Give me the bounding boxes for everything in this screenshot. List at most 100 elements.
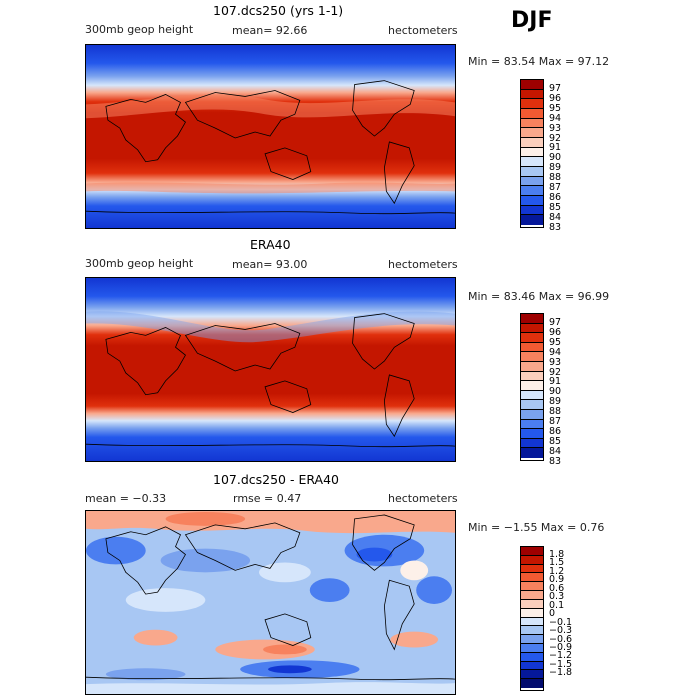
panel3-min-max: Min = −1.55 Max = 0.76 [468,521,605,534]
panel2-min-max: Min = 83.46 Max = 96.99 [468,290,610,303]
colorbar-tick-label: 91 [549,376,562,388]
colorbar-tick-label: 86 [549,191,562,203]
panel3-colorbar [520,546,544,691]
colorbar-swatch [521,390,543,401]
colorbar-tick-label: 97 [549,83,562,94]
colorbar-tick-label: 96 [549,92,562,104]
colorbar-tick-label: −0.3 [549,625,573,637]
colorbar-tick-label: 1.5 [549,557,565,569]
colorbar-swatch [521,429,543,439]
colorbar-tick-label: −0.6 [549,633,573,645]
colorbar-swatch [521,314,543,324]
colorbar-tick-label: 92 [549,132,562,144]
colorbar-swatch [521,555,543,565]
colorbar-tick-label: 90 [549,152,562,164]
colorbar-swatch [521,608,543,618]
colorbar-tick-label: −0.9 [549,641,573,653]
colorbar-swatch [521,195,543,206]
colorbar-swatch [521,147,543,158]
panel2-colorbar [520,313,544,461]
colorbar-tick-label: 89 [549,396,562,408]
panel2-units: hectometers [388,258,458,271]
panel1-variable: 300mb geop height [85,23,194,36]
panel1-colorbar [520,79,544,228]
colorbar-swatch [521,361,543,372]
colorbar-swatch [521,371,543,382]
colorbar-swatch [521,409,543,420]
colorbar-tick-label: −0.1 [549,616,573,628]
colorbar-tick-label: 1.2 [549,565,565,577]
colorbar-tick-label: 95 [549,336,562,348]
panel1-min-max: Min = 83.54 Max = 97.12 [468,55,610,68]
panel1-map [85,44,456,229]
colorbar-tick-label: 83 [549,221,562,233]
colorbar-swatch [521,323,543,334]
colorbar-swatch [521,80,543,90]
colorbar-swatch [521,205,543,216]
panel3-title: 107.dcs250 - ERA40 [213,472,340,487]
colorbar-swatch [521,333,543,343]
colorbar-swatch [521,438,543,449]
season-label: DJF [511,8,553,33]
colorbar-swatch [521,643,543,653]
panel2-mean: mean= 93.00 [232,258,308,271]
colorbar-tick-label: 0.9 [549,574,565,586]
colorbar-tick-label: 95 [549,102,562,114]
colorbar-swatch [521,157,543,167]
colorbar-swatch [521,381,543,391]
colorbar-swatch [521,342,543,353]
panel2-map [85,277,456,462]
colorbar-swatch [521,352,543,362]
colorbar-swatch [521,670,543,680]
colorbar-tick-label: −1.5 [549,658,573,670]
colorbar-swatch [521,652,543,662]
colorbar-swatch [521,635,543,644]
colorbar-tick-label: 86 [549,425,562,437]
panel1-title: 107.dcs250 (yrs 1-1) [213,3,344,18]
colorbar-tick-label: 85 [549,435,562,447]
colorbar-tick-label: 92 [549,366,562,378]
colorbar-tick-label: 90 [549,386,562,398]
colorbar-tick-label: 96 [549,326,562,338]
panel3-units: hectometers [388,492,458,505]
colorbar-swatch [521,564,543,574]
colorbar-tick-label: 93 [549,356,562,368]
colorbar-tick-label: 85 [549,201,562,213]
colorbar-tick-label: 0.1 [549,599,565,611]
colorbar-swatch [521,679,543,688]
colorbar-tick-label: 1.8 [549,549,565,560]
colorbar-swatch [521,128,543,138]
panel2-title: ERA40 [250,237,291,252]
colorbar-swatch [521,547,543,556]
colorbar-tick-label: 88 [549,172,562,184]
colorbar-swatch [521,400,543,410]
colorbar-tick-label: 83 [549,455,562,467]
colorbar-swatch [521,573,543,583]
panel3-mean: mean = −0.33 [85,492,167,505]
colorbar-swatch [521,582,543,592]
colorbar-tick-label: 88 [549,406,562,418]
colorbar-swatch [521,215,543,225]
colorbar-tick-label: 93 [549,122,562,134]
panel3-map [85,510,456,695]
colorbar-swatch [521,599,543,609]
colorbar-tick-label: 97 [549,317,562,328]
colorbar-tick-label: 91 [549,142,562,154]
colorbar-tick-label: −1.8 [549,667,573,679]
colorbar-swatch [521,89,543,100]
colorbar-swatch [521,617,543,627]
colorbar-tick-label: 87 [549,416,562,427]
colorbar-tick-label: 0.3 [549,591,565,603]
colorbar-swatch [521,176,543,187]
colorbar-tick-label: −1.2 [549,650,573,662]
colorbar-tick-label: 0 [549,608,556,620]
colorbar-swatch [521,419,543,430]
panel1-mean: mean= 92.66 [232,24,308,37]
colorbar-swatch [521,186,543,196]
colorbar-swatch [521,99,543,109]
panel1-units: hectometers [388,24,458,37]
colorbar-tick-label: 94 [549,346,562,358]
colorbar-swatch [521,137,543,148]
panel2-variable: 300mb geop height [85,257,194,270]
colorbar-swatch [521,108,543,119]
